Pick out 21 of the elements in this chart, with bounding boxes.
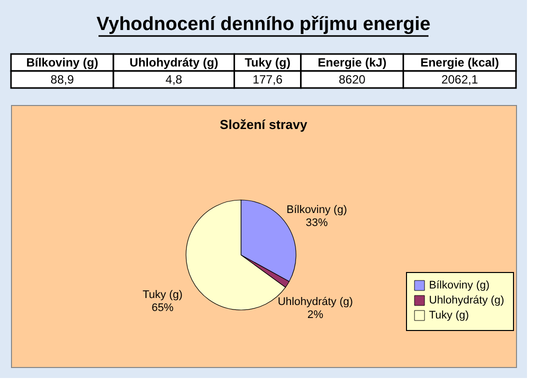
slice-label: Tuky (g)	[142, 288, 183, 301]
text: 8620	[338, 72, 366, 86]
text: Bílkoviny (g)	[26, 56, 98, 70]
chart-title: Složení stravy	[220, 117, 308, 132]
text: 177,6	[252, 72, 283, 86]
slice-label: Bílkoviny (g)	[286, 204, 348, 216]
text: 4,8	[166, 72, 183, 86]
text: Vyhodnocení denního příjmu energie	[96, 14, 430, 35]
text: 88,9	[50, 72, 74, 86]
text: 2062,1	[441, 72, 478, 86]
data-label: 65%	[152, 302, 174, 314]
slice-label: Uhlohydráty (g)	[278, 296, 353, 308]
text: Energie (kcal)	[420, 56, 500, 70]
legend-label: Uhlohydráty (g)	[429, 294, 504, 306]
data-label: 2%	[307, 309, 324, 322]
legend-label: Bílkoviny (g)	[429, 280, 490, 292]
text: Energie (kJ)	[318, 56, 386, 70]
legend-label: Tuky (g)	[429, 310, 469, 322]
text: Uhlohydráty (g)	[130, 56, 218, 70]
text: Tuky (g)	[244, 56, 290, 70]
data-label: 33%	[306, 217, 328, 230]
